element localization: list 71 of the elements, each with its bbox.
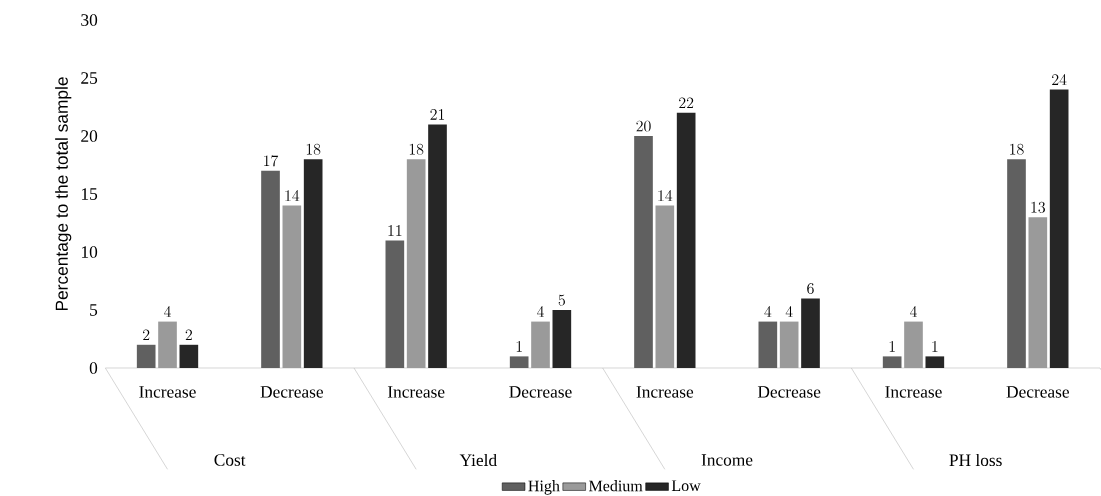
bar bbox=[261, 170, 280, 368]
data-label: 4 bbox=[785, 306, 793, 317]
data-label: 1 bbox=[516, 341, 522, 352]
data-label: 4 bbox=[764, 306, 772, 317]
y-tick-label: 0 bbox=[89, 362, 98, 374]
x-tick-label: Increase bbox=[885, 386, 942, 398]
data-label: 2 bbox=[185, 329, 192, 341]
x-tick-label: Increase bbox=[387, 386, 445, 398]
bar bbox=[1028, 217, 1048, 368]
bar bbox=[655, 205, 675, 368]
text: Income bbox=[701, 454, 753, 466]
y-tick-label: 25 bbox=[81, 72, 98, 84]
x-tick-label: Decrease bbox=[260, 386, 323, 398]
text: Yield bbox=[459, 453, 497, 467]
data-label: 18 bbox=[306, 143, 321, 155]
bar bbox=[882, 356, 902, 368]
bar bbox=[676, 112, 696, 368]
data-label: 1 bbox=[889, 341, 895, 352]
bar bbox=[904, 321, 923, 368]
y-tick-label: 10 bbox=[81, 246, 98, 258]
data-label: 14 bbox=[285, 190, 300, 201]
bar bbox=[282, 205, 302, 368]
legend-label: High bbox=[528, 480, 560, 495]
bar bbox=[1049, 89, 1069, 368]
data-label: 4 bbox=[537, 306, 544, 317]
bar bbox=[158, 321, 177, 368]
bar bbox=[758, 321, 778, 368]
text: PH loss bbox=[949, 453, 1002, 467]
data-label: 17 bbox=[264, 155, 279, 167]
x-tick-label: Increase bbox=[636, 386, 694, 398]
y-tick-label: 15 bbox=[81, 188, 98, 200]
x-tick-label: Decrease bbox=[509, 386, 572, 398]
bar bbox=[552, 309, 572, 368]
data-label: 11 bbox=[388, 225, 402, 236]
bar bbox=[428, 124, 447, 368]
legend-label: Low bbox=[671, 480, 701, 492]
data-label: 18 bbox=[409, 143, 424, 155]
y-tick-label: 5 bbox=[90, 304, 98, 316]
y-tick-label: 30 bbox=[81, 14, 98, 26]
x-tick-label: Decrease bbox=[1006, 386, 1069, 398]
y-axis-title: Percentage to the total sample bbox=[55, 77, 72, 311]
x-tick-label: Increase bbox=[139, 386, 196, 398]
data-label: 6 bbox=[807, 283, 814, 295]
bar bbox=[385, 240, 405, 368]
legend-label: Medium bbox=[589, 480, 643, 492]
data-label: 2 bbox=[143, 329, 150, 341]
data-label: 13 bbox=[1031, 201, 1045, 213]
data-label: 5 bbox=[558, 294, 565, 306]
bar bbox=[779, 321, 799, 368]
bar bbox=[801, 298, 820, 368]
bar bbox=[531, 321, 550, 368]
data-label: 21 bbox=[430, 109, 445, 120]
bar bbox=[406, 159, 426, 368]
y-tick-label: 20 bbox=[81, 130, 98, 142]
bar bbox=[303, 159, 323, 368]
data-label: 1 bbox=[932, 341, 938, 352]
bar bbox=[634, 135, 653, 368]
data-label: 22 bbox=[679, 97, 694, 109]
x-tick-label: Decrease bbox=[757, 386, 821, 398]
data-label: 4 bbox=[910, 306, 917, 317]
text: Cost bbox=[214, 454, 246, 466]
data-label: 18 bbox=[1010, 143, 1024, 155]
bar bbox=[179, 344, 199, 368]
bar bbox=[136, 344, 156, 368]
bar bbox=[1007, 159, 1026, 368]
data-label: 20 bbox=[636, 120, 651, 132]
bar bbox=[509, 356, 529, 368]
data-label: 14 bbox=[658, 190, 673, 201]
data-label: 4 bbox=[164, 306, 171, 317]
data-label: 24 bbox=[1052, 74, 1067, 85]
bar bbox=[925, 356, 945, 368]
